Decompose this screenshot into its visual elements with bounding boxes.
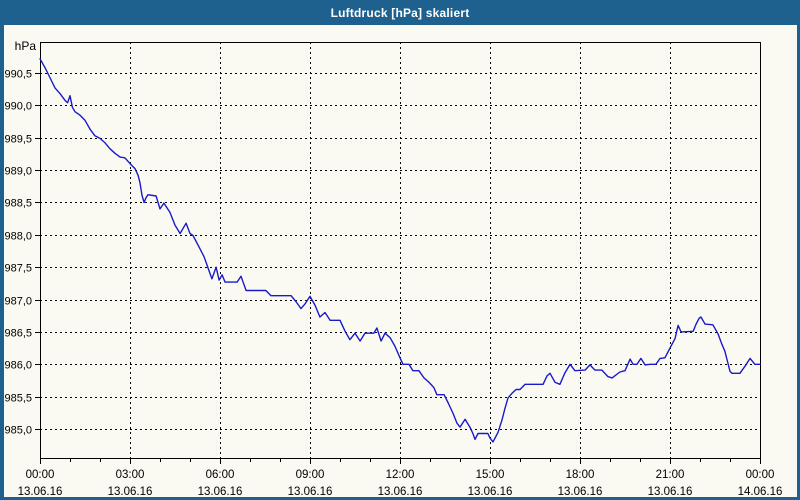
- x-tick-date-label: 13.06.16: [18, 486, 63, 498]
- plot-frame: [40, 42, 761, 459]
- y-tick-label: 986,0: [4, 360, 32, 372]
- x-tick-time-label: 06:00: [206, 469, 235, 481]
- y-tick-label: 990,5: [4, 69, 32, 81]
- x-tick-date-label: 14.06.16: [738, 486, 783, 498]
- x-tick-time-label: 18:00: [566, 469, 595, 481]
- y-tick-label: 988,5: [4, 198, 32, 210]
- y-tick-label: 990,0: [4, 101, 32, 113]
- y-axis-unit-label: hPa: [15, 39, 37, 53]
- x-tick-date-label: 13.06.16: [288, 486, 333, 498]
- x-tick-date-label: 13.06.16: [198, 486, 243, 498]
- x-tick-date-label: 13.06.16: [468, 486, 513, 498]
- y-tick-label: 986,5: [4, 328, 32, 340]
- y-tick-label: 985,0: [4, 425, 32, 437]
- x-tick-time-label: 00:00: [746, 469, 775, 481]
- gridlines: [35, 42, 761, 464]
- window-title-bar[interactable]: Luftdruck [hPa] skaliert: [0, 0, 800, 25]
- y-tick-label: 987,5: [4, 263, 32, 275]
- pressure-chart: 990,5 990,0 989,5 989,0 988,5 988,0 987,5 987,0…: [0, 25, 800, 500]
- y-tick-label: 989,5: [4, 134, 32, 146]
- y-tick-label: 987,0: [4, 296, 32, 308]
- window-border-right: [797, 0, 800, 500]
- x-tick-time-label: 09:00: [296, 469, 325, 481]
- x-tick-time-label: 12:00: [386, 469, 415, 481]
- y-tick-label: 988,0: [4, 231, 32, 243]
- x-tick-time-label: 21:00: [656, 469, 685, 481]
- x-tick-time-label: 00:00: [26, 469, 55, 481]
- pressure-chart-svg: 990,5 990,0 989,5 989,0 988,5 988,0 987,5 987,0…: [4, 39, 783, 498]
- pressure-series-line: [39, 58, 761, 443]
- x-tick-date-label: 13.06.16: [648, 486, 693, 498]
- x-tick-time-label: 03:00: [116, 469, 145, 481]
- x-tick-time-label: 15:00: [476, 469, 505, 481]
- window-border-left: [0, 0, 4, 500]
- window-title: Luftdruck [hPa] skaliert: [330, 5, 470, 20]
- x-tick-date-label: 13.06.16: [558, 486, 603, 498]
- y-tick-label: 989,0: [4, 166, 32, 178]
- x-tick-date-label: 13.06.16: [378, 486, 423, 498]
- x-tick-date-label: 13.06.16: [108, 486, 153, 498]
- window-border-bottom: [0, 497, 800, 500]
- y-tick-label: 985,5: [4, 393, 32, 405]
